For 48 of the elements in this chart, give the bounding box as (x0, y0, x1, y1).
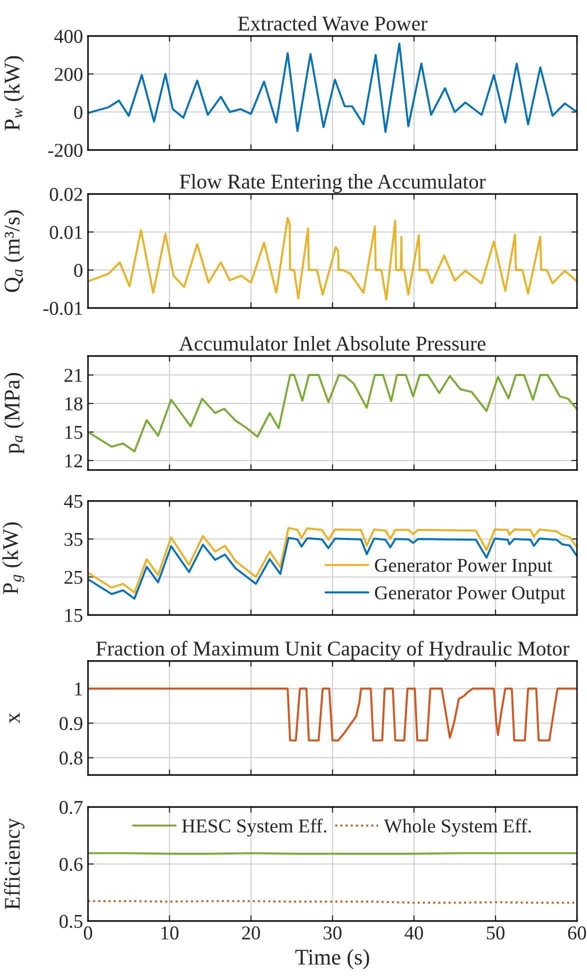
x-axis-title: Time (s) (295, 949, 370, 970)
y-tick-label: 25 (64, 570, 82, 584)
line-series (88, 216, 577, 301)
y-tick-label: 0.7 (60, 800, 83, 814)
x-tick-label: 30 (324, 926, 342, 940)
legend-label: Generator Power Output (374, 586, 566, 604)
y-axis-title: Efficiency (4, 818, 24, 910)
legend-label: HESC System Eff. (182, 818, 326, 837)
y-tick-label: 15 (65, 608, 82, 622)
y-tick-label: -200 (48, 144, 82, 157)
y-tick-label: 400 (54, 30, 82, 43)
legend-label: Generator Power Input (374, 558, 552, 576)
y-tick-label: 45 (64, 494, 82, 508)
y-tick-label: 0 (74, 106, 82, 119)
chart-title: Extracted Wave Power (238, 16, 428, 31)
line-series (88, 374, 577, 452)
y-tick-label: 0.02 (50, 188, 82, 202)
chart-title: Fraction of Maximum Unit Capacity of Hydraulic Motor (96, 640, 570, 660)
x-tick-label: 10 (161, 926, 178, 940)
y-tick-label: 200 (54, 68, 82, 81)
y-tick-label: 35 (64, 532, 82, 546)
chart-title: Flow Rate Entering the Accumulator (180, 174, 486, 193)
x-tick-label: 0 (84, 926, 92, 940)
y-tick-label: -0.01 (43, 302, 82, 316)
x-tick-label: 50 (486, 926, 504, 940)
y-tick-label: 0.9 (60, 717, 82, 730)
legend-label: Whole System Eff. (384, 818, 531, 837)
y-tick-label: 1 (75, 682, 82, 696)
line-series (88, 42, 577, 133)
y-axis-title: x (9, 712, 20, 724)
x-tick-label: 60 (568, 926, 586, 940)
y-tick-label: 21 (64, 368, 82, 382)
y-axis-title: p$_{a}$ (MPa) (4, 373, 24, 454)
x-tick-label: 20 (242, 926, 260, 940)
y-axis-title: Q$_{a}$ (m³/s) (4, 210, 24, 292)
y-tick-label: 0.01 (50, 226, 82, 240)
y-tick-label: 0 (74, 264, 82, 277)
x-tick-label: 40 (404, 926, 423, 940)
y-tick-label: 12 (65, 454, 82, 468)
y-tick-label: 0.8 (60, 752, 82, 765)
y-tick-label: 15 (65, 426, 82, 439)
chart-title: Accumulator Inlet Absolute Pressure (179, 336, 486, 351)
y-tick-label: 18 (65, 397, 82, 410)
y-axis-title: P$_{g}$ (kW) (2, 522, 24, 594)
y-tick-label: 0.5 (60, 914, 82, 928)
line-series (88, 688, 577, 742)
y-axis-title: P$_{w}$ (kW) (4, 56, 24, 130)
y-tick-label: 0.6 (60, 858, 83, 872)
